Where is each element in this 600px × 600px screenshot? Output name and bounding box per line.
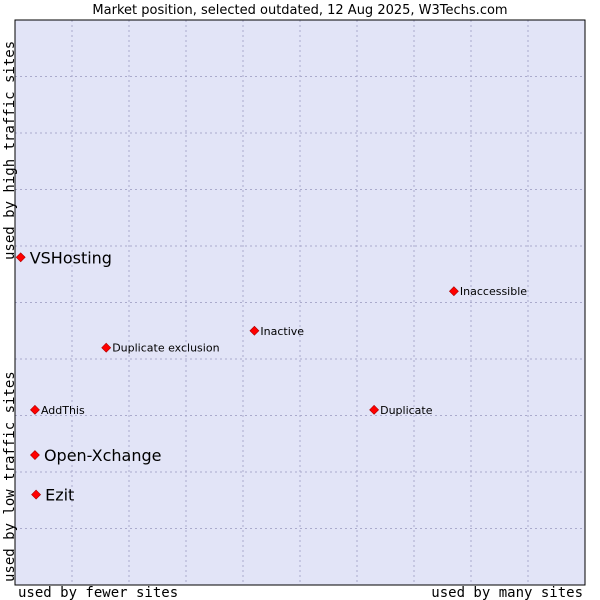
point-marker [30, 404, 40, 415]
y-axis-label-bottom: used by low traffic sites [2, 371, 18, 582]
data-point: Duplicate [369, 404, 433, 417]
data-point: VSHosting [15, 248, 112, 267]
data-point: AddThis [30, 404, 85, 417]
point-marker [448, 286, 459, 297]
point-label: Duplicate exclusion [112, 342, 219, 355]
y-axis-label-top: used by high traffic sites [2, 41, 18, 260]
point-marker [369, 404, 380, 415]
point-marker [15, 252, 26, 263]
point-marker [30, 450, 40, 460]
data-points: VSHosting Inaccessible Inactive Duplicate e… [15, 248, 527, 505]
point-label: Ezit [45, 486, 74, 505]
data-point: Inaccessible [448, 285, 527, 298]
grid [15, 20, 585, 585]
point-marker [101, 342, 112, 353]
point-label: AddThis [41, 404, 85, 417]
point-marker [249, 325, 260, 336]
x-axis-label-left: used by fewer sites [18, 585, 178, 600]
point-label: Inaccessible [460, 285, 527, 298]
data-point: Inactive [249, 325, 304, 338]
point-marker [31, 489, 42, 500]
point-label: Inactive [260, 325, 304, 338]
point-label: Open-Xchange [44, 446, 162, 465]
chart-title: Market position, selected outdated, 12 A… [92, 3, 507, 18]
point-label: VSHosting [30, 248, 112, 267]
data-point: Ezit [31, 486, 74, 505]
data-point: Duplicate exclusion [101, 342, 220, 355]
x-axis-label-right: used by many sites [431, 585, 583, 600]
plot-frame [14, 19, 586, 586]
point-label: Duplicate [380, 404, 433, 417]
data-point: Open-Xchange [30, 446, 162, 465]
